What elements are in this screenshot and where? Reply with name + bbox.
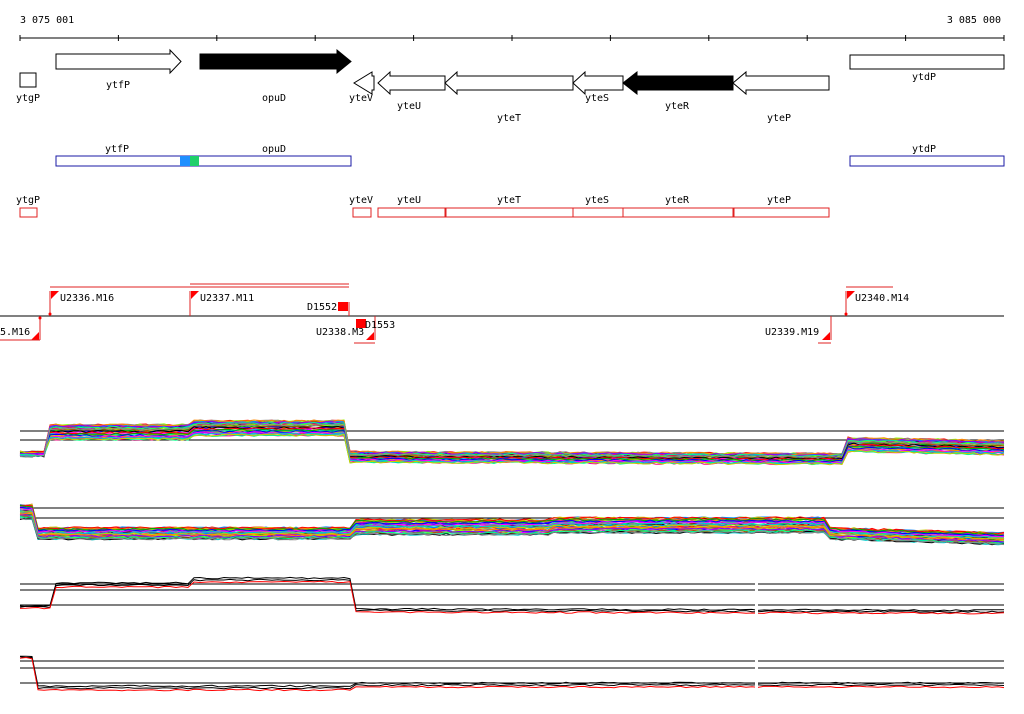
tu-5M16-label: 5.M16 bbox=[0, 327, 30, 338]
profile-line bbox=[19, 655, 1005, 688]
profile-line bbox=[19, 507, 1005, 538]
gene-yteV-arrow[interactable] bbox=[353, 71, 375, 95]
red-yteS-box[interactable] bbox=[572, 207, 624, 218]
profile-line bbox=[19, 421, 1005, 458]
transcription-unit-track: U2336.M16 U2337.M11 D1552 U2340.M14 5.M1… bbox=[0, 283, 1004, 344]
profile-line bbox=[19, 425, 1004, 460]
blue-annotation-track: ytfP opuD ytdP bbox=[55, 144, 1005, 167]
tu-U2337-label: U2337.M11 bbox=[200, 293, 254, 304]
tu-U2336-label: U2336.M16 bbox=[60, 293, 114, 304]
gene-yteU-arrow[interactable] bbox=[377, 70, 446, 96]
ruler-start-label: 3 075 001 bbox=[20, 15, 74, 26]
profile-line bbox=[19, 580, 1005, 615]
gene-yteU-label: yteU bbox=[397, 101, 421, 112]
profile-line bbox=[19, 656, 1005, 690]
gene-opuD-arrow[interactable] bbox=[199, 48, 352, 75]
blue-ytdP-label: ytdP bbox=[912, 144, 936, 155]
expression-profiles bbox=[19, 419, 1005, 692]
gene-yteR-arrow[interactable] bbox=[622, 70, 734, 96]
expression-panel-2 bbox=[19, 503, 1005, 546]
red-yteT-box[interactable] bbox=[445, 207, 574, 218]
red-yteT-label: yteT bbox=[497, 195, 521, 206]
red-yteP-box[interactable] bbox=[733, 207, 830, 218]
tu-D1552-marker[interactable]: D1552 bbox=[307, 302, 350, 316]
gene-ytfP-arrow[interactable] bbox=[55, 48, 182, 75]
profile-line bbox=[19, 576, 1004, 612]
profile-line bbox=[19, 504, 1005, 535]
tu-U2338-marker[interactable]: U2338.M3 bbox=[316, 316, 376, 344]
profile-line bbox=[19, 578, 1005, 613]
red-yteV-box[interactable] bbox=[352, 207, 372, 218]
gene-yteP-label: yteP bbox=[767, 113, 791, 124]
blue-ytfP-label: ytfP bbox=[105, 144, 129, 155]
gene-ytdP-label: ytdP bbox=[912, 72, 936, 83]
tu-lower-5M16-marker[interactable]: 5.M16 bbox=[0, 316, 42, 341]
gene-arrow-track: ytgP ytfP opuD yteV yteU yteT yteS yteR … bbox=[16, 48, 1005, 124]
profile-line bbox=[19, 510, 1005, 539]
data-gap bbox=[755, 652, 758, 692]
red-yteS-label: yteS bbox=[585, 195, 609, 206]
tu-U2336-marker[interactable]: U2336.M16 bbox=[48, 291, 115, 316]
red-yteP-label: yteP bbox=[767, 195, 791, 206]
tu-U2340-marker[interactable]: U2340.M14 bbox=[844, 291, 910, 316]
coordinate-ruler: 3 075 001 3 085 000 bbox=[19, 15, 1005, 41]
red-yteV-label: yteV bbox=[349, 195, 373, 206]
gene-yteP-arrow[interactable] bbox=[732, 70, 830, 96]
gene-yteT-label: yteT bbox=[497, 113, 521, 124]
ruler-ticks bbox=[19, 35, 1005, 41]
tu-D1552-label: D1552 bbox=[307, 302, 337, 313]
gene-yteV-label: yteV bbox=[349, 93, 373, 104]
tu-D1553-marker[interactable]: D1553 bbox=[356, 319, 395, 331]
red-annotation-track: ytgP yteV yteU yteT yteS yteR yteP bbox=[16, 195, 830, 218]
gene-ytfP-label: ytfP bbox=[106, 80, 130, 91]
tu-U2340-label: U2340.M14 bbox=[855, 293, 909, 304]
expression-panel-3 bbox=[19, 576, 1005, 618]
blue-opuD-label: opuD bbox=[262, 144, 286, 155]
expression-panel-1 bbox=[19, 419, 1005, 466]
gene-ytgP-box[interactable] bbox=[19, 72, 37, 88]
tu-U2338-label: U2338.M3 bbox=[316, 327, 364, 338]
gene-ytgP-label: ytgP bbox=[16, 93, 40, 104]
data-gap bbox=[755, 578, 758, 618]
red-yteR-box[interactable] bbox=[622, 207, 734, 218]
green-highlight-segment bbox=[190, 156, 199, 166]
red-ytgP-box[interactable] bbox=[19, 207, 38, 218]
ruler-end-label: 3 085 000 bbox=[947, 15, 1001, 26]
profile-line bbox=[19, 423, 1005, 459]
profile-line bbox=[19, 504, 1005, 536]
blue-ytfP-opuD-box[interactable] bbox=[55, 155, 352, 167]
expression-panel-4 bbox=[19, 652, 1005, 692]
profile-line bbox=[19, 656, 1005, 692]
red-ytgP-label: ytgP bbox=[16, 195, 40, 206]
profile-line bbox=[19, 430, 1005, 463]
gene-opuD-label: opuD bbox=[262, 93, 286, 104]
gene-ytdP-box[interactable] bbox=[849, 54, 1005, 70]
gene-yteS-label: yteS bbox=[585, 93, 609, 104]
tu-U2339-marker[interactable]: U2339.M19 bbox=[765, 316, 832, 344]
tu-D1553-label: D1553 bbox=[365, 320, 395, 331]
tu-U2337-marker[interactable]: U2337.M11 bbox=[189, 291, 254, 316]
gene-yteS-arrow[interactable] bbox=[572, 70, 624, 96]
tu-U2339-label: U2339.M19 bbox=[765, 327, 819, 338]
red-yteU-label: yteU bbox=[397, 195, 421, 206]
red-yteU-box[interactable] bbox=[377, 207, 446, 218]
red-yteR-label: yteR bbox=[665, 195, 690, 206]
blue-ytdP-box[interactable] bbox=[849, 155, 1005, 167]
profile-line bbox=[19, 433, 1005, 466]
gene-yteT-arrow[interactable] bbox=[444, 70, 574, 96]
gene-yteR-label: yteR bbox=[665, 101, 690, 112]
profile-line bbox=[19, 517, 1005, 546]
blue-highlight-segment bbox=[180, 156, 190, 166]
